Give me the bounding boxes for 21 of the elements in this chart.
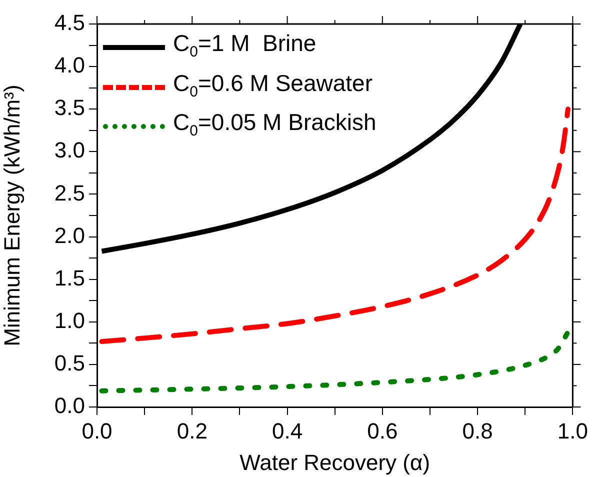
- y-tick-label: 0.5: [54, 350, 85, 376]
- y-tick-label: 1.0: [54, 308, 85, 333]
- y-tick-label: 4.0: [54, 52, 85, 78]
- y-tick-label: 1.5: [54, 265, 85, 290]
- y-tick-label: 0.0: [54, 393, 85, 418]
- y-tick-label: 3.5: [54, 95, 85, 120]
- x-tick-label: 0.4: [272, 418, 303, 444]
- legend-label: C$_{0}$=0.05 M Brackish: [173, 108, 376, 142]
- legend-label: C$_{0}$=1 M Brine: [173, 29, 316, 63]
- x-tick-label: 0.0: [82, 418, 112, 444]
- x-tick-label: 0.8: [462, 418, 493, 444]
- y-tick-label: 2.5: [54, 180, 85, 206]
- x-tick-label: 0.6: [367, 418, 398, 444]
- y-tick-label: 2.0: [54, 222, 85, 248]
- x-tick-label: 1.0: [557, 418, 588, 444]
- y-axis-title: Minimum Energy (kWh/m³): [0, 84, 24, 346]
- x-axis-title: Water Recovery (α): [240, 450, 430, 475]
- x-tick-label: 0.2: [176, 418, 208, 444]
- legend-label: C$_{0}$=0.6 M Seawater: [173, 68, 372, 102]
- y-tick-label: 4.5: [54, 10, 85, 36]
- y-tick-label: 3.0: [54, 138, 85, 163]
